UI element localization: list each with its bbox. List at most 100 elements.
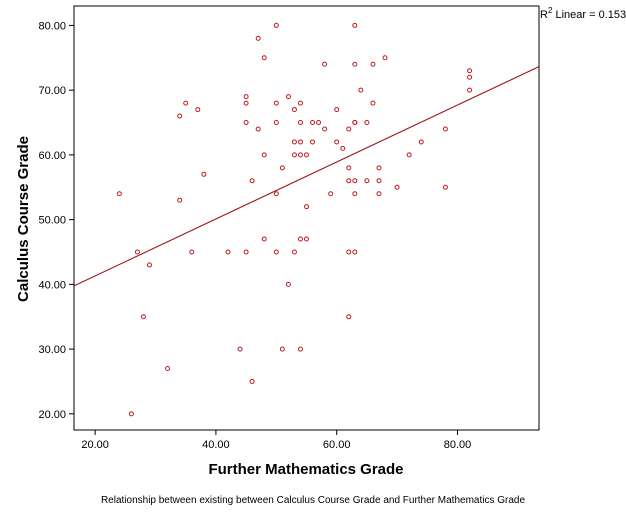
x-tick-label: 40.00	[202, 439, 230, 451]
data-point	[346, 249, 352, 255]
data-point	[134, 249, 140, 255]
y-tick-label: 20.00	[38, 409, 66, 421]
data-point	[243, 94, 249, 100]
data-point	[189, 249, 195, 255]
data-point	[195, 107, 201, 113]
data-point	[225, 249, 231, 255]
y-axis-title: Calculus Course Grade	[15, 136, 32, 302]
data-point	[442, 184, 448, 190]
data-point	[165, 366, 171, 372]
data-point	[261, 236, 267, 242]
y-tick-label: 30.00	[38, 344, 66, 356]
data-point	[255, 35, 261, 41]
data-point	[334, 139, 340, 145]
data-point	[261, 152, 267, 158]
data-point	[297, 236, 303, 242]
fit-line-group	[73, 66, 540, 287]
data-point	[442, 126, 448, 132]
data-point	[340, 145, 346, 151]
linear-fit-line	[73, 66, 540, 287]
data-point	[418, 139, 424, 145]
data-point	[346, 314, 352, 320]
y-tick-label: 40.00	[38, 279, 66, 291]
data-point	[352, 120, 358, 126]
data-point	[364, 178, 370, 184]
data-point	[376, 191, 382, 197]
y-tick-label: 80.00	[38, 20, 66, 32]
data-point	[273, 249, 279, 255]
data-point	[291, 249, 297, 255]
data-point	[273, 22, 279, 28]
data-point	[249, 178, 255, 184]
data-point	[291, 139, 297, 145]
data-point	[382, 55, 388, 61]
data-point	[177, 113, 183, 119]
data-point	[376, 178, 382, 184]
x-tick-label: 20.00	[81, 439, 109, 451]
data-point	[352, 178, 358, 184]
data-point	[304, 152, 309, 158]
data-point	[352, 22, 358, 28]
r2-linear-label: R2 Linear = 0.153	[540, 6, 626, 21]
data-point	[310, 120, 316, 126]
y-tick-label: 60.00	[38, 150, 66, 162]
data-point	[255, 126, 261, 132]
data-point	[304, 204, 309, 210]
data-point	[364, 120, 370, 126]
data-point	[285, 94, 291, 100]
data-point	[285, 281, 291, 287]
data-point	[352, 191, 358, 197]
y-tick-label: 50.00	[38, 215, 66, 227]
data-point	[183, 100, 189, 106]
data-point	[297, 100, 303, 106]
data-points	[116, 22, 473, 417]
data-point	[237, 346, 243, 352]
data-point	[334, 107, 340, 113]
data-point	[261, 55, 267, 61]
data-point	[346, 178, 352, 184]
data-point	[273, 191, 279, 197]
data-point	[279, 165, 285, 171]
data-point	[279, 346, 285, 352]
data-point	[328, 191, 334, 197]
x-axis-title: Further Mathematics Grade	[208, 461, 403, 478]
data-point	[249, 378, 255, 384]
plot-area-border	[73, 5, 540, 431]
data-point	[467, 87, 473, 93]
data-point	[297, 120, 303, 126]
data-point	[243, 249, 249, 255]
data-point	[406, 152, 412, 158]
data-point	[297, 139, 303, 145]
data-point	[467, 68, 473, 74]
data-point	[201, 171, 207, 177]
data-point	[177, 197, 183, 203]
y-tick-label: 70.00	[38, 85, 66, 97]
data-point	[291, 152, 297, 158]
data-point	[310, 139, 316, 145]
data-point	[304, 236, 309, 242]
data-point	[322, 126, 328, 132]
data-point	[370, 61, 376, 67]
data-point	[273, 100, 279, 106]
data-point	[291, 107, 297, 113]
data-point	[297, 346, 303, 352]
data-point	[297, 152, 303, 158]
data-point	[352, 61, 358, 67]
data-point	[394, 184, 400, 190]
data-point	[316, 120, 322, 126]
x-tick-label: 80.00	[444, 439, 472, 451]
data-point	[128, 411, 134, 417]
data-point	[376, 165, 382, 171]
x-tick-label: 60.00	[323, 439, 351, 451]
data-point	[346, 165, 352, 171]
data-point	[146, 262, 152, 268]
data-point	[273, 120, 279, 126]
plot-frame	[73, 5, 540, 431]
data-point	[243, 120, 249, 126]
data-point	[370, 100, 376, 106]
chart-caption: Relationship between existing between Ca…	[101, 495, 526, 506]
axis-ticks: 20.00 40.00 60.00 80.00 20.00 30.00 40.00 50.00…	[38, 20, 471, 451]
data-point	[243, 100, 249, 106]
